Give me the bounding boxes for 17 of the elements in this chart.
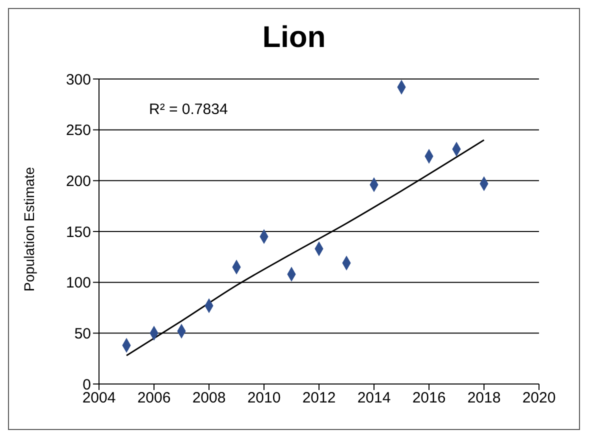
x-tick-label: 2020 [522,390,556,407]
y-tick-label: 50 [74,325,91,342]
y-axis-title: Population Estimate [20,166,37,292]
x-tick-label: 2012 [302,390,336,407]
x-tick-label: 2018 [467,390,501,407]
y-tick-label: 200 [66,172,91,190]
x-tick-label: 2006 [137,390,171,407]
chart-title: Lion [261,21,327,55]
x-tick-label: 2010 [247,390,281,407]
y-tick-label: 150 [66,224,91,241]
y-tick-label: 100 [66,274,91,292]
annotation: R² = 0.7834 [149,101,228,118]
x-tick-label: 2014 [357,390,391,407]
y-tick-label: 300 [66,71,91,88]
y-tick-label: 250 [66,122,91,140]
x-tick-label: 2008 [192,390,226,407]
x-tick-label: 2016 [412,390,446,407]
